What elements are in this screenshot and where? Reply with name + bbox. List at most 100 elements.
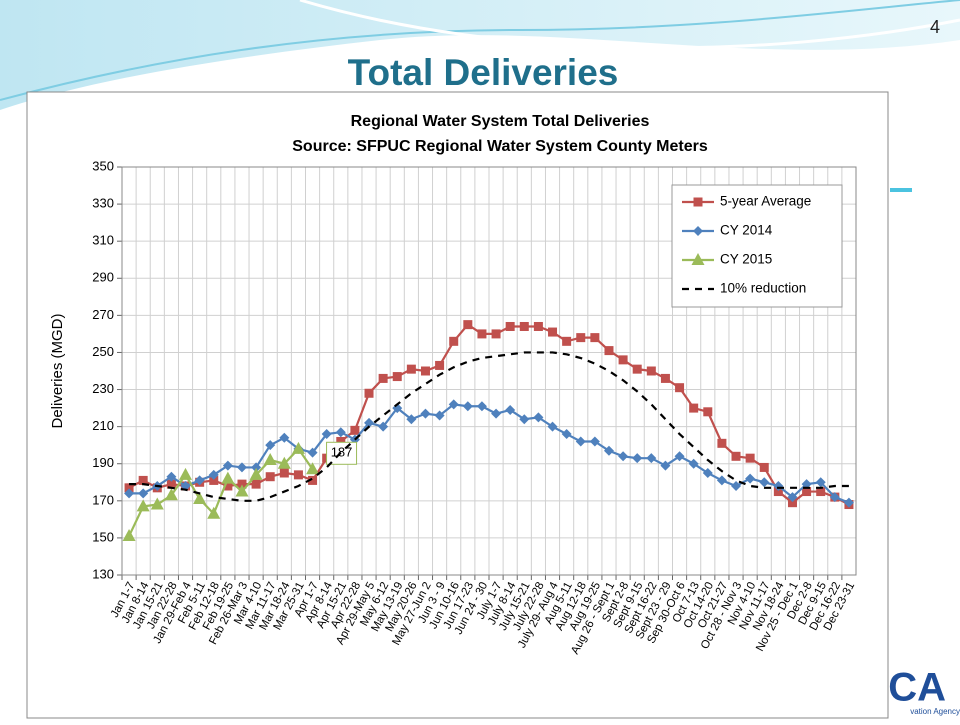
marker bbox=[221, 471, 235, 484]
marker bbox=[138, 475, 148, 485]
marker bbox=[533, 412, 544, 423]
marker bbox=[164, 488, 178, 501]
marker bbox=[618, 355, 628, 365]
marker bbox=[263, 453, 277, 466]
marker bbox=[166, 479, 176, 489]
marker bbox=[689, 403, 699, 413]
y-tick-label: 310 bbox=[92, 233, 114, 248]
marker bbox=[251, 479, 261, 489]
marker bbox=[773, 487, 783, 497]
accent bbox=[890, 188, 912, 192]
marker bbox=[717, 438, 727, 448]
y-tick-label: 130 bbox=[92, 566, 114, 581]
marker bbox=[124, 488, 135, 499]
marker bbox=[632, 453, 643, 464]
marker bbox=[731, 480, 742, 491]
marker bbox=[759, 477, 770, 488]
marker bbox=[632, 364, 642, 374]
marker bbox=[179, 467, 193, 480]
logo: CA bbox=[888, 666, 946, 710]
marker bbox=[674, 451, 685, 462]
legend-item: 5-year Average bbox=[682, 194, 811, 209]
marker bbox=[646, 366, 656, 376]
marker bbox=[759, 462, 769, 472]
marker bbox=[491, 329, 501, 339]
marker bbox=[660, 373, 670, 383]
marker bbox=[646, 453, 657, 464]
marker bbox=[590, 333, 600, 343]
marker bbox=[548, 327, 558, 337]
marker bbox=[462, 401, 473, 412]
marker bbox=[693, 197, 703, 207]
marker bbox=[321, 429, 332, 440]
marker bbox=[335, 427, 346, 438]
y-tick-label: 230 bbox=[92, 381, 114, 396]
y-tick-label: 170 bbox=[92, 492, 114, 507]
marker bbox=[291, 441, 305, 454]
marker bbox=[843, 497, 854, 508]
legend-item: 10% reduction bbox=[682, 281, 806, 296]
marker bbox=[208, 469, 219, 480]
marker bbox=[802, 487, 812, 497]
marker bbox=[194, 475, 205, 486]
marker bbox=[505, 321, 515, 331]
line bbox=[129, 403, 850, 504]
marker bbox=[745, 473, 756, 484]
chart-subtitle: Source: SFPUC Regional Water System Coun… bbox=[292, 138, 708, 155]
marker bbox=[392, 372, 402, 382]
legend-label: CY 2014 bbox=[720, 223, 773, 238]
marker bbox=[491, 408, 502, 419]
marker bbox=[236, 462, 247, 473]
y-tick-label: 330 bbox=[92, 196, 114, 211]
marker bbox=[449, 336, 459, 346]
marker bbox=[308, 475, 318, 485]
marker bbox=[533, 321, 543, 331]
marker bbox=[816, 487, 826, 497]
marker bbox=[618, 451, 629, 462]
marker bbox=[378, 421, 389, 432]
wave bbox=[0, 0, 960, 110]
marker bbox=[138, 488, 149, 499]
legend-item: CY 2015 bbox=[682, 252, 772, 267]
legend-label: CY 2015 bbox=[720, 252, 772, 267]
marker bbox=[150, 497, 164, 510]
marker bbox=[279, 432, 290, 443]
marker bbox=[251, 462, 262, 473]
marker bbox=[731, 451, 741, 461]
series: 187 bbox=[122, 441, 358, 542]
y-tick-label: 150 bbox=[92, 529, 114, 544]
marker bbox=[222, 460, 233, 471]
wave-line bbox=[0, 0, 960, 101]
marker bbox=[249, 467, 263, 480]
marker bbox=[237, 479, 247, 489]
marker bbox=[265, 440, 276, 451]
line bbox=[129, 351, 849, 502]
marker bbox=[703, 407, 713, 417]
marker bbox=[604, 346, 614, 356]
y-tick-label: 350 bbox=[92, 158, 114, 173]
marker bbox=[193, 491, 207, 504]
marker bbox=[293, 470, 303, 480]
slide-title: Total Deliveries bbox=[348, 52, 619, 93]
marker bbox=[279, 468, 289, 478]
marker bbox=[124, 483, 134, 493]
marker bbox=[307, 447, 318, 458]
marker bbox=[166, 471, 177, 482]
marker bbox=[562, 336, 572, 346]
marker bbox=[207, 506, 221, 519]
marker bbox=[435, 360, 445, 370]
logo-subtext: vation Agency bbox=[910, 707, 960, 716]
marker bbox=[122, 529, 136, 542]
marker bbox=[603, 445, 614, 456]
marker bbox=[235, 484, 249, 497]
marker bbox=[547, 421, 558, 432]
marker bbox=[691, 253, 705, 265]
marker bbox=[420, 366, 430, 376]
marker bbox=[136, 499, 150, 512]
marker bbox=[787, 498, 797, 508]
marker bbox=[575, 436, 586, 447]
data-label: 187 bbox=[331, 445, 353, 460]
marker bbox=[223, 481, 233, 491]
marker bbox=[476, 401, 487, 412]
